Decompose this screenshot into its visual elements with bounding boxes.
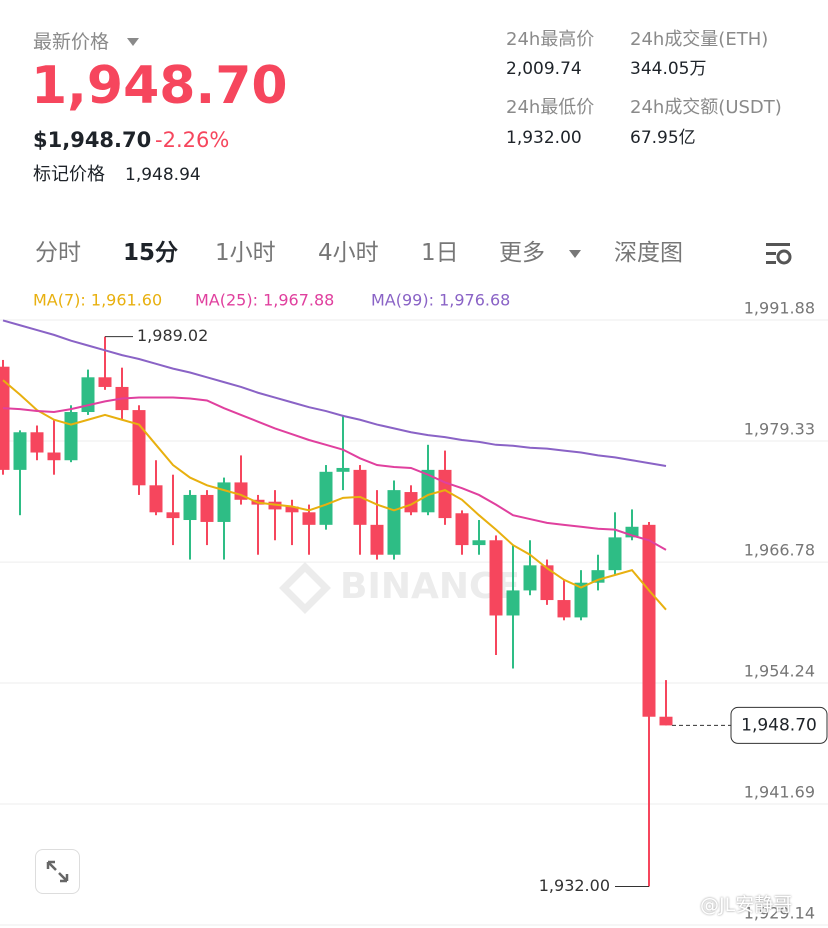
candle-body xyxy=(421,469,435,513)
candle-body xyxy=(0,366,10,470)
stat-label: 24h成交额(USDT) xyxy=(630,97,782,118)
candle-body xyxy=(659,716,673,726)
latest-label: 最新价格 xyxy=(33,31,110,53)
y-tick-label: 1,954.24 xyxy=(744,661,815,680)
candle-body xyxy=(404,492,418,513)
tab[interactable]: 深度图 xyxy=(614,240,683,266)
stat-label: 24h最低价 xyxy=(506,97,595,118)
candle-body xyxy=(166,512,180,519)
change-percent: -2.26% xyxy=(155,128,230,152)
settings-icon[interactable] xyxy=(765,241,793,267)
candle-body xyxy=(455,513,469,546)
tab[interactable]: 1小时 xyxy=(215,240,276,266)
tab[interactable]: 1日 xyxy=(421,240,459,266)
candle-body xyxy=(132,410,146,486)
legend-entry: MA(7): 1,961.60 xyxy=(33,291,162,310)
candle-body xyxy=(98,377,112,387)
candle-body xyxy=(149,485,163,513)
candle-body xyxy=(47,452,61,461)
candle-body xyxy=(64,412,78,461)
last-price: 1,948.70 xyxy=(31,56,288,116)
candle-body xyxy=(489,540,503,616)
candle-body xyxy=(557,600,571,618)
candle-body xyxy=(302,512,316,525)
candle-body xyxy=(285,506,299,513)
watermark-logo xyxy=(279,562,331,614)
candle-body xyxy=(370,524,384,555)
candle-body xyxy=(523,565,537,591)
candlestick-chart: BINANCE1,991.881,979.331,966.781,954.241… xyxy=(0,291,828,926)
tab[interactable]: 分时 xyxy=(35,240,81,266)
candle-body xyxy=(200,494,214,522)
candle-body xyxy=(13,432,27,470)
candle-body xyxy=(506,590,520,616)
ma-line xyxy=(2,319,667,468)
stat-value: 1,932.00 xyxy=(506,128,582,148)
last-price-box xyxy=(730,706,828,744)
candle-body xyxy=(183,494,197,521)
candle-body xyxy=(625,526,639,538)
candle-body xyxy=(30,432,44,453)
y-tick-label: 1,941.69 xyxy=(744,783,815,802)
dropdown-icon[interactable] xyxy=(568,249,582,259)
stat-value: 67.95亿 xyxy=(630,128,696,148)
stat-label: 24h最高价 xyxy=(506,29,595,50)
candle-body xyxy=(319,471,333,525)
fullscreen-button[interactable] xyxy=(35,849,80,894)
y-tick-label: 1,979.33 xyxy=(744,420,815,439)
candle-body xyxy=(608,537,622,571)
usd-price: $1,948.70 xyxy=(33,128,152,152)
tab[interactable]: 15分 xyxy=(123,240,179,266)
candle-body xyxy=(540,565,554,601)
dropdown-icon[interactable] xyxy=(126,37,140,47)
ma-line xyxy=(2,379,667,611)
fullscreen-icon xyxy=(46,860,69,883)
tab[interactable]: 更多 xyxy=(499,240,545,266)
ma-line xyxy=(2,396,667,551)
candle-body xyxy=(438,469,452,519)
stat-value: 2,009.74 xyxy=(506,59,582,79)
candle-body xyxy=(642,524,656,717)
candle-body xyxy=(81,377,95,413)
watermark: @JL安静哥 xyxy=(700,894,793,916)
last-price-label: 1,948.70 xyxy=(741,715,817,735)
low-label: 1,932.00 xyxy=(539,876,610,895)
stat-label: 24h成交量(ETH) xyxy=(630,29,769,50)
candle-body xyxy=(387,490,401,555)
tab[interactable]: 4小时 xyxy=(318,240,379,266)
mark-label: 标记价格 xyxy=(33,164,105,185)
candle-body xyxy=(574,582,588,618)
high-label: 1,989.02 xyxy=(137,326,208,345)
y-tick-label: 1,929.14 xyxy=(744,904,815,923)
mark-price: 1,948.94 xyxy=(125,165,201,185)
candle-body xyxy=(336,467,350,472)
stat-value: 344.05万 xyxy=(630,59,707,79)
legend-entry: MA(25): 1,967.88 xyxy=(195,291,334,310)
y-tick-label: 1,991.88 xyxy=(744,299,815,318)
y-tick-label: 1,966.78 xyxy=(744,541,815,560)
candle-body xyxy=(472,540,486,546)
legend-entry: MA(99): 1,976.68 xyxy=(371,291,510,310)
candle-body xyxy=(217,482,231,522)
